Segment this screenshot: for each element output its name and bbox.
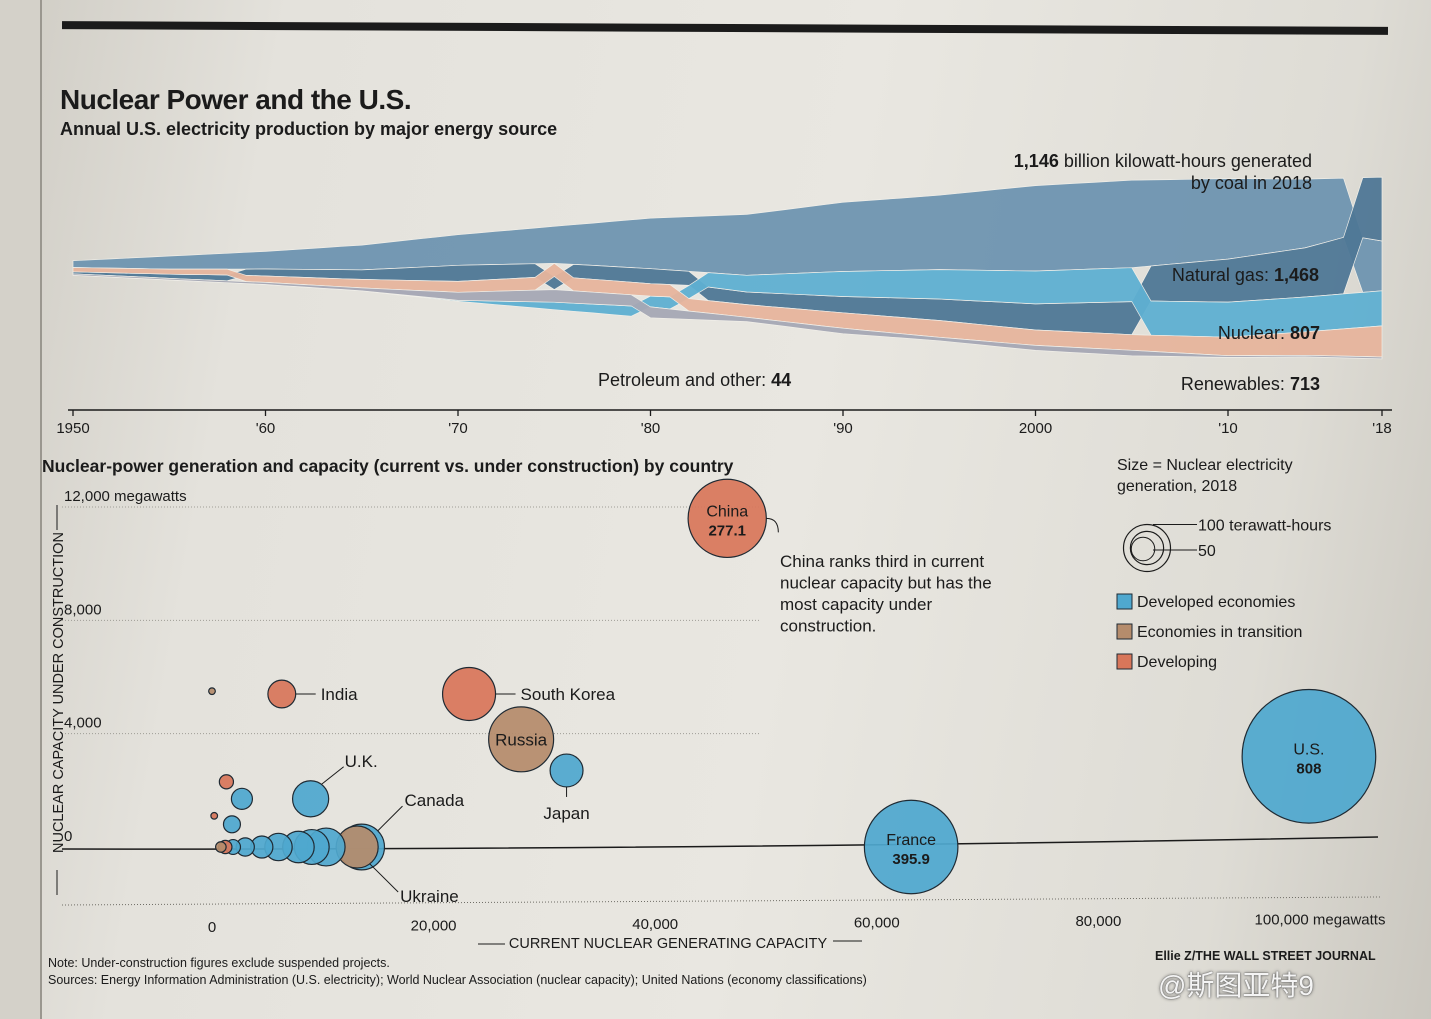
credit: Ellie Z/THE WALL STREET JOURNAL bbox=[1155, 949, 1376, 963]
legend-label-developing: Developing bbox=[1137, 654, 1217, 671]
bubble-value-u-s: 808 bbox=[1296, 760, 1321, 777]
chart-subtitle: Annual U.S. electricity production by ma… bbox=[60, 119, 558, 139]
bubble-u-k bbox=[291, 780, 330, 818]
annotation-leader bbox=[766, 517, 779, 533]
x-tick-label: 2000 bbox=[1019, 420, 1052, 437]
leader-ukraine bbox=[369, 863, 399, 893]
x-axis-label: CURRENT NUCLEAR GENERATING CAPACITY bbox=[509, 936, 828, 952]
bubble-unlabeled bbox=[208, 687, 216, 696]
x-tick-label: 0 bbox=[208, 919, 216, 936]
size-legend-label: 100 terawatt-hours bbox=[1198, 518, 1331, 535]
x-tick-label: 1950 bbox=[56, 420, 89, 437]
bubble-value-china: 277.1 bbox=[708, 522, 746, 539]
bubble-label-canada: Canada bbox=[404, 791, 464, 810]
legend-label-developed: Developed economies bbox=[1137, 594, 1295, 611]
size-legend-title-line2: generation, 2018 bbox=[1117, 478, 1237, 495]
legend-label-transition: Economies in transition bbox=[1137, 624, 1302, 641]
bubble-south-korea bbox=[441, 666, 497, 722]
x-baseline bbox=[61, 896, 1381, 906]
legend-swatch-transition bbox=[1116, 623, 1133, 640]
bubble-india bbox=[267, 679, 297, 709]
annotation-line: most capacity under bbox=[780, 595, 932, 614]
renewables-label: Renewables: 713 bbox=[1181, 374, 1320, 394]
size-legend-circle bbox=[1130, 536, 1156, 562]
bubble-label-ukraine: Ukraine bbox=[400, 887, 459, 906]
bubble-france bbox=[863, 799, 959, 895]
petroleum-label: Petroleum and other: 44 bbox=[598, 370, 791, 390]
leader-canada bbox=[377, 805, 403, 832]
bubble-unlabeled bbox=[210, 811, 219, 820]
bubble-u-s bbox=[1241, 688, 1377, 824]
adjacent-column bbox=[0, 0, 40, 1019]
y-tick-label: 12,000 megawatts bbox=[64, 488, 187, 505]
footnote: Note: Under-construction figures exclude… bbox=[48, 955, 867, 989]
bubble-russia bbox=[488, 706, 555, 773]
bubble-unlabeled bbox=[222, 815, 242, 834]
x-tick-label: '80 bbox=[641, 420, 661, 437]
x-tick-label: 40,000 bbox=[632, 916, 678, 933]
bubble-label-india: India bbox=[321, 685, 358, 704]
x-tick-label: '90 bbox=[833, 420, 853, 437]
bubble-label-u-s: U.S. bbox=[1293, 741, 1324, 758]
legend-swatch-developing bbox=[1116, 653, 1133, 670]
stream-band-petroleum bbox=[72, 273, 1383, 360]
bubble-label-china: China bbox=[706, 503, 748, 520]
y-tick-label: 8,000 bbox=[64, 601, 102, 618]
bubble-label-japan: Japan bbox=[543, 804, 589, 823]
coal-label: 1,146 billion kilowatt-hours generated bbox=[1014, 151, 1312, 171]
bubble-label-france: France bbox=[886, 832, 936, 849]
size-legend-circle bbox=[1122, 523, 1172, 573]
x-tick-label: '70 bbox=[448, 420, 468, 437]
nuclear-label: Nuclear: 807 bbox=[1218, 323, 1320, 343]
sources-text: Sources: Energy Information Administrati… bbox=[48, 973, 867, 987]
natural-gas-label: Natural gas: 1,468 bbox=[1172, 265, 1319, 285]
annotation-line: nuclear capacity but has the bbox=[780, 574, 992, 593]
leader-u-k bbox=[321, 766, 344, 785]
annotation-line: construction. bbox=[780, 617, 876, 636]
watermark: @斯图亚特9 bbox=[1158, 970, 1314, 1001]
x-tick-label: 80,000 bbox=[1075, 913, 1121, 930]
x-tick-label: '60 bbox=[256, 420, 276, 437]
bubble-label-russia: Russia bbox=[495, 730, 548, 749]
note-text: Note: Under-construction figures exclude… bbox=[48, 956, 390, 970]
x-tick-label: '18 bbox=[1372, 420, 1392, 437]
y-tick-label: 4,000 bbox=[64, 715, 102, 732]
x-tick-label: 60,000 bbox=[854, 915, 900, 932]
annotation-line: China ranks third in current bbox=[780, 552, 984, 571]
size-legend-circle bbox=[1129, 530, 1165, 566]
y-tick-label: 0 bbox=[64, 828, 72, 845]
chart-title: Nuclear Power and the U.S. bbox=[60, 84, 412, 115]
x-tick-label: '10 bbox=[1218, 420, 1238, 437]
section2-title: Nuclear-power generation and capacity (c… bbox=[42, 456, 734, 476]
x-tick-label: 20,000 bbox=[411, 918, 457, 935]
bubble-value-france: 395.9 bbox=[892, 851, 930, 868]
bubble-japan bbox=[549, 753, 584, 788]
bubble-unlabeled bbox=[218, 774, 235, 790]
size-legend-label: 50 bbox=[1198, 543, 1216, 560]
x-tick-label: 100,000 megawatts bbox=[1255, 912, 1386, 929]
coal-label-line2: by coal in 2018 bbox=[1191, 173, 1312, 193]
bubble-label-south-korea: South Korea bbox=[521, 685, 616, 704]
y-axis-label: NUCLEAR CAPACITY UNDER CONSTRUCTION bbox=[51, 532, 67, 853]
legend-swatch-developed bbox=[1116, 593, 1133, 610]
size-legend-title: Size = Nuclear electricity bbox=[1117, 457, 1293, 474]
bubble-label-u-k: U.K. bbox=[345, 752, 378, 771]
column-divider bbox=[40, 0, 42, 1019]
bubble-unlabeled bbox=[230, 787, 254, 810]
bubble-unlabeled bbox=[215, 841, 227, 853]
